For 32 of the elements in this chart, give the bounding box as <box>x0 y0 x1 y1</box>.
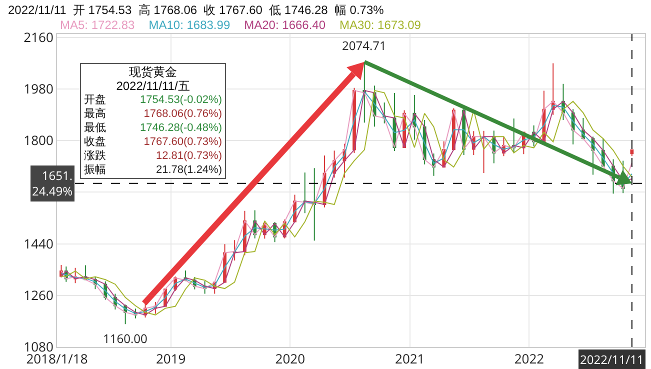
y-tick-label: 1260 <box>24 286 54 304</box>
annotation: 振幅 <box>84 163 106 177</box>
annotation: 1768.06(0.76%) <box>144 107 222 121</box>
y-tick-label: 1980 <box>24 80 54 98</box>
text: MA20: 1666.40 <box>244 18 326 32</box>
y-tick-label: 2160 <box>24 28 54 46</box>
annotation: 12.81(0.73%) <box>156 149 222 163</box>
annotation: 2074.71 <box>342 37 386 54</box>
annotation: 最高 <box>84 107 106 121</box>
ref-line-label: 2022/11/11 <box>580 351 644 368</box>
annotation: 最低 <box>84 121 106 135</box>
y-tick-label: 1440 <box>24 234 54 252</box>
text: MA10: 1683.99 <box>148 18 230 32</box>
x-tick-label: 2021 <box>395 350 425 368</box>
annotation: 1160.00 <box>103 330 148 347</box>
x-tick-label: 2022 <box>514 350 544 368</box>
annotation: 1754.53(-0.02%) <box>140 93 222 107</box>
x-tick-label: 2019 <box>156 350 186 368</box>
annotation: 2022/11/11/五 <box>115 79 191 93</box>
x-tick-label: 2020 <box>275 350 306 368</box>
annotation: 涨跌 <box>84 149 106 163</box>
text: MA30: 1673.09 <box>340 18 421 32</box>
annotation: 1746.28(-0.48%) <box>140 121 222 135</box>
annotation: 现货黄金 <box>128 65 177 79</box>
ref-line-label: 1651. 24.49% <box>32 167 73 200</box>
text: MA5: 1722.83 <box>60 18 135 32</box>
text: 2022/11/11 开 1754.53 高 1768.06 收 1767.60 低 1746.28 幅 0.73% <box>8 2 384 19</box>
annotation: 开盘 <box>84 93 106 107</box>
annotation: 1767.60(0.73%) <box>144 135 222 149</box>
y-tick-label: 1800 <box>24 131 54 150</box>
annotation: 收盘 <box>84 135 106 149</box>
annotation: 21.78(1.24%) <box>156 163 222 177</box>
